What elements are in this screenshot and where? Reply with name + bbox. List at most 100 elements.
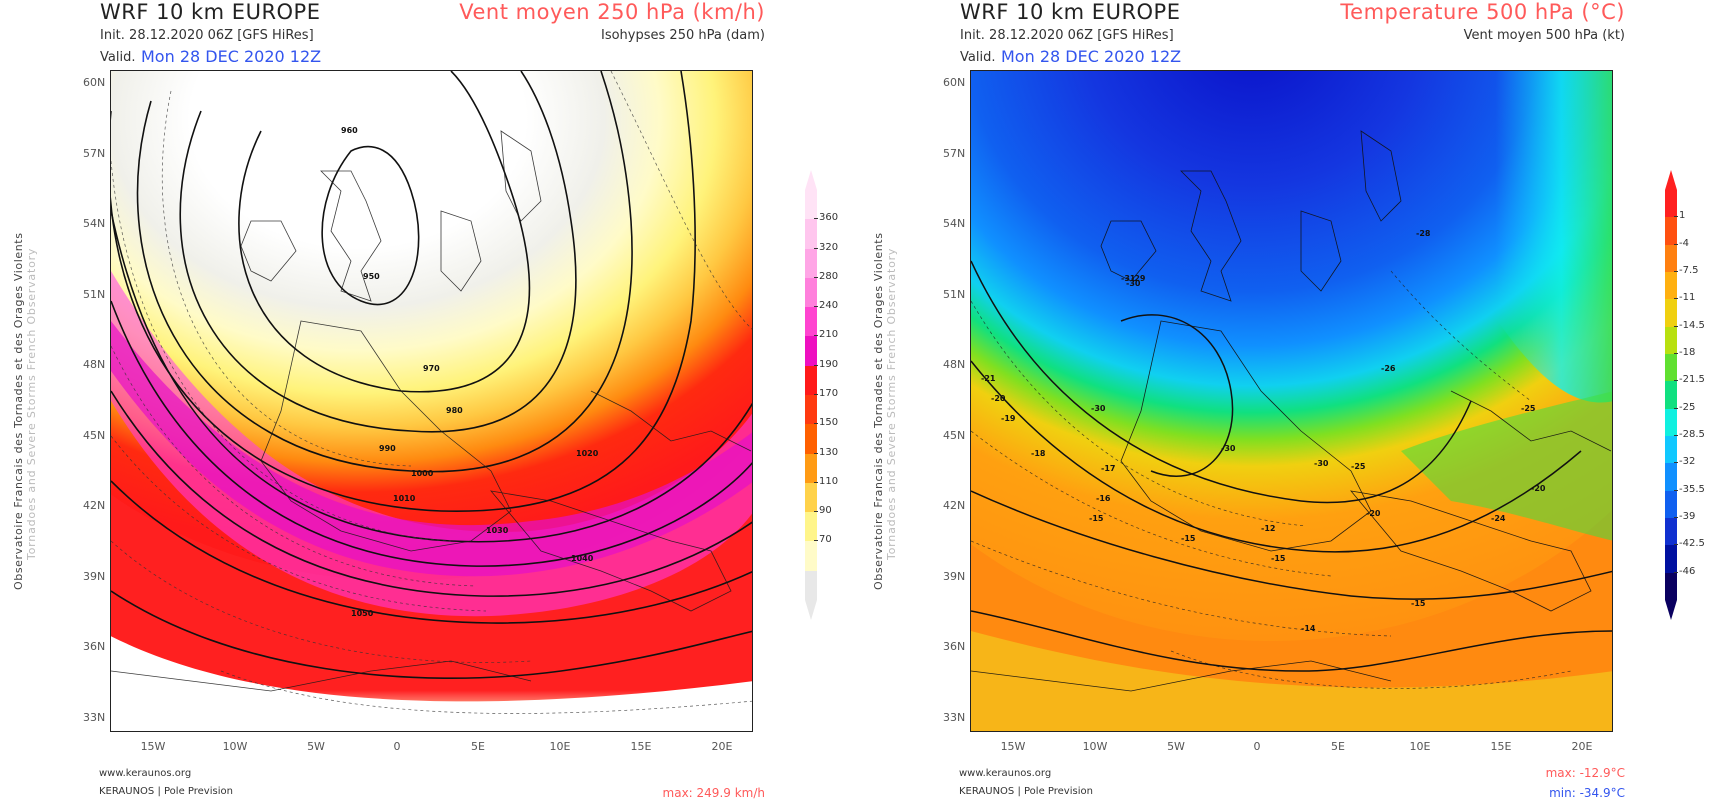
colorbar-segment [1665,408,1677,437]
field-title: Temperature 500 hPa (°C) [1340,0,1625,24]
contour-label: -28 [1416,229,1431,238]
observatory-sidebar: Observatoire Francais des Tornades et de… [12,220,42,600]
contour-label: -18 [1031,449,1046,458]
field-subtitle: Vent moyen 500 hPa (kt) [1463,28,1625,43]
colorbar-tick-label: -11 [1673,292,1696,304]
contour-label: 980 [446,406,463,415]
contour-label: -15 [1181,534,1196,543]
longitude-label: 0 [393,740,401,753]
colorbar-arrow-bottom [1665,600,1677,620]
contour-label: -31 [1121,274,1136,283]
latitude-label: 33N [943,710,966,724]
colorbar-tick-label: 240 [813,300,839,312]
colorbar-segment [805,277,817,308]
colorbar-tick-label: -18 [1673,347,1696,358]
field-title: Vent moyen 250 hPa (km/h) [459,0,765,24]
longitude-label: 15W [1000,740,1026,753]
latitude-label: 51N [83,287,106,301]
longitude-label: 10W [1082,740,1108,753]
temperature-map-graphic: -31 -29 -28 -26 -30 -30 -30 -30 -25 -25 … [971,71,1612,731]
longitude-label: 15E [1490,740,1512,753]
latitude-label: 51N [943,287,966,301]
contour-label: -15 [1271,554,1286,563]
colorbar-tick-label: -14.5 [1674,319,1705,331]
contour-label: -25 [1521,404,1536,413]
colorbar-tick-label: -42.5 [1674,538,1705,550]
longitude-label: 5W [307,740,325,753]
valid-label: Valid. [960,50,996,65]
latitude-label: 39N [943,569,966,583]
colorbar-segment [1665,190,1677,218]
colorbar-tick-label: 280 [813,270,839,282]
contour-label: 1030 [486,526,509,535]
longitude-label: 15E [630,740,652,753]
contour-label: 960 [341,126,358,135]
latitude-label: 57N [83,146,106,160]
colorbar-tick-label: -39 [1673,511,1696,522]
colorbar-tick-label: 70 [814,534,832,546]
contour-labels: 960 950 970 980 990 1000 1010 1020 1030 … [341,126,599,618]
credit-website: www.keraunos.org [959,768,1052,779]
colorbar-segment [1665,299,1677,328]
longitude-label: 10W [222,740,248,753]
colorbar-tick-label: 210 [813,329,839,341]
colorbar-segment [805,453,817,484]
min-value: min: -34.9°C [1549,786,1625,800]
contour-label: -25 [1351,462,1366,471]
colorbar-tick-label: 90 [814,505,832,517]
contour-label: -24 [1491,514,1506,523]
sidebar-text-en: Tornadoes and Severe Storms French Obser… [885,247,898,560]
colorbar-segment [805,219,817,250]
colorbar-tick-label: -7.5 [1674,265,1699,276]
wind-colorbar [805,170,817,635]
contour-label: 1040 [571,554,594,563]
colorbar-segment [1665,217,1677,246]
contour-label: 1020 [576,449,599,458]
valid-time: Mon 28 DEC 2020 12Z [141,47,322,66]
colorbar-segment [805,570,817,601]
contour-label: -15 [1089,514,1104,523]
colorbar-segment [805,424,817,455]
sidebar-text-fr: Observatoire Francais des Tornades et de… [12,232,25,590]
latitude-label: 45N [943,428,966,442]
colorbar-tick-label: -4 [1674,237,1689,249]
colorbar-tick-label: -21.5 [1674,374,1705,386]
latitude-label: 36N [83,640,106,653]
model-title: WRF 10 km EUROPE [960,0,1181,24]
sidebar-text-en: Tornadoes and Severe Storms French Obser… [25,247,38,560]
colorbar-segment [1665,490,1677,519]
contour-label: 1000 [411,469,434,478]
wind-map-graphic: 960 950 970 980 990 1000 1010 1020 1030 … [111,71,752,731]
colorbar-tick-label: 190 [813,358,839,370]
latitude-label: 36N [943,640,966,653]
longitude-label: 20E [1571,740,1593,753]
colorbar-tick-label: 320 [813,241,839,253]
temperature-map: -31 -29 -28 -26 -30 -30 -30 -30 -25 -25 … [970,70,1613,732]
colorbar-tick-label: 150 [813,417,839,429]
contour-label: -30 [1091,404,1106,413]
latitude-label: 42N [83,499,106,512]
colorbar-segment [805,541,817,572]
credit-org: KERAUNOS | Pole Prevision [99,786,233,797]
colorbar-segment [1665,572,1677,601]
contour-label: -15 [1411,599,1426,608]
latitude-label: 42N [943,499,966,512]
longitude-label: 5W [1167,740,1185,753]
contour-label: 970 [423,364,440,373]
contour-label: -20 [1531,484,1546,493]
colorbar-segment [1665,463,1677,492]
wind-250-panel: Observatoire Francais des Tornades et de… [12,0,839,800]
longitude-label: 10E [549,740,571,753]
colorbar-tick-label: -28.5 [1674,429,1705,440]
colorbar-segment [805,482,817,513]
temp-500-panel: Observatoire Francais des Tornades et de… [860,0,1720,800]
colorbar-segment [805,395,817,425]
valid-time: Mon 28 DEC 2020 12Z [1001,47,1182,66]
contour-label: -26 [1381,364,1396,373]
contour-label: -17 [1101,464,1115,473]
contour-label: 990 [379,444,396,453]
observatory-sidebar: Observatoire Francais des Tornades et de… [872,220,902,600]
contour-label: -20 [991,394,1006,403]
colorbar-arrow-top [1665,170,1677,190]
latitude-label: 54N [943,217,966,230]
